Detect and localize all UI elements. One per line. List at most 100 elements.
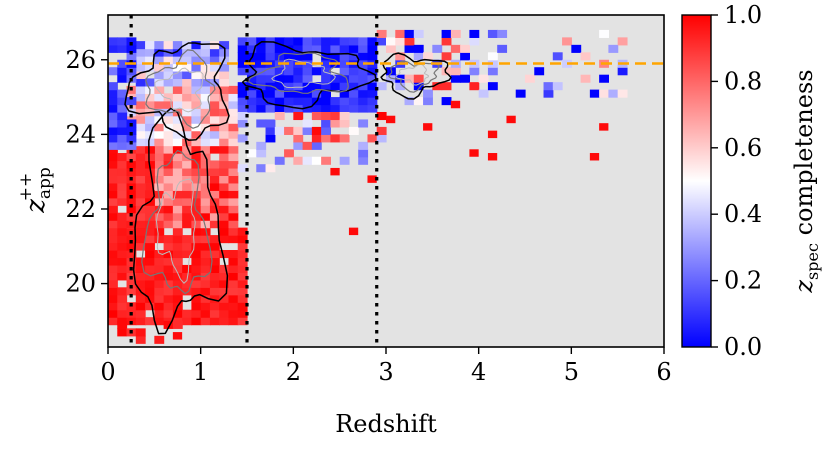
- heatmap-cell: [117, 74, 128, 83]
- heatmap-cell: [274, 111, 285, 121]
- heatmap-cell: [172, 220, 183, 229]
- heatmap-cell: [182, 235, 192, 244]
- heatmap-cell: [191, 309, 202, 318]
- heatmap-cell: [358, 156, 369, 165]
- heatmap-cell: [145, 287, 155, 296]
- heatmap-cell: [209, 287, 220, 296]
- heatmap-cell: [552, 52, 563, 61]
- heatmap-cell: [108, 250, 118, 259]
- heatmap-cell: [265, 104, 276, 113]
- heatmap-cell: [182, 205, 192, 214]
- colorbar-tick-label: 0.6: [724, 134, 762, 162]
- heatmap-cell: [247, 104, 257, 113]
- heatmap-cell: [172, 138, 183, 147]
- heatmap-cell: [311, 141, 322, 150]
- heatmap-cell: [219, 250, 230, 259]
- heatmap-cell: [228, 279, 239, 288]
- heatmap-cell: [228, 123, 239, 132]
- heatmap-cell: [256, 97, 267, 106]
- heatmap-cell: [135, 115, 146, 124]
- heatmap-cell: [367, 97, 378, 106]
- heatmap-cell: [163, 167, 174, 176]
- heatmap-cell: [339, 111, 350, 121]
- heatmap-cell: [265, 44, 276, 53]
- heatmap-cell: [469, 37, 480, 46]
- heatmap-cell: [191, 227, 202, 236]
- colorbar-label-base: z: [790, 280, 818, 294]
- heatmap-cell: [172, 235, 183, 244]
- heatmap-cell: [302, 82, 313, 91]
- heatmap-cell: [358, 149, 369, 158]
- heatmap-cell: [321, 119, 331, 128]
- heatmap-cell: [321, 52, 331, 61]
- heatmap-cell: [182, 182, 192, 191]
- heatmap-cell: [256, 44, 267, 53]
- heatmap-cell: [163, 264, 174, 273]
- heatmap-cell: [163, 93, 174, 102]
- heatmap-cell: [209, 317, 220, 326]
- heatmap-cell: [172, 153, 183, 162]
- heatmap-cell: [321, 111, 331, 121]
- heatmap-cell: [302, 37, 313, 46]
- heatmap-cell: [330, 97, 341, 106]
- heatmap-cell: [191, 56, 202, 65]
- contour-line: [395, 63, 429, 86]
- heatmap-cell: [321, 59, 331, 68]
- heatmap-cell: [589, 89, 600, 98]
- heatmap-cell: [386, 37, 396, 46]
- heatmap-cell: [608, 89, 619, 98]
- heatmap-cell: [599, 123, 609, 131]
- heatmap-cell: [145, 138, 155, 147]
- heatmap-cell: [154, 153, 165, 162]
- heatmap-cell: [339, 44, 350, 53]
- heatmap-cell: [154, 100, 165, 109]
- heatmap-cell: [302, 141, 313, 150]
- heatmap-cell: [154, 317, 165, 326]
- heatmap-cell: [163, 56, 174, 65]
- heatmap-cell: [358, 104, 369, 113]
- heatmap-cell: [330, 167, 340, 176]
- heatmap-cell: [163, 287, 174, 296]
- heatmap-cell: [237, 227, 248, 236]
- heatmap-cell: [172, 130, 183, 139]
- heatmap-cell: [191, 93, 202, 102]
- heatmap-cell: [108, 190, 118, 199]
- heatmap-cell: [432, 82, 443, 91]
- heatmap-cell: [126, 250, 137, 259]
- heatmap-cell: [182, 78, 192, 87]
- heatmap-cell: [311, 111, 322, 121]
- heatmap-cell: [163, 182, 174, 191]
- heatmap-cell: [219, 235, 230, 244]
- heatmap-cell: [441, 67, 452, 76]
- heatmap-cell: [172, 320, 183, 329]
- heatmap-cell: [117, 320, 128, 329]
- heatmap-cell: [172, 100, 183, 109]
- heatmap-cell: [293, 82, 304, 91]
- heatmap-cell: [135, 160, 146, 169]
- colorbar-tick-label: 0.0: [724, 333, 762, 361]
- heatmap-cell: [311, 104, 322, 113]
- heatmap-cell: [182, 153, 192, 162]
- heatmap-cell: [172, 264, 183, 273]
- heatmap-cell: [200, 197, 211, 206]
- heatmap-cell: [191, 242, 202, 251]
- heatmap-cell: [182, 309, 192, 318]
- heatmap-cell: [209, 257, 220, 266]
- heatmap-cell: [330, 82, 341, 91]
- heatmap-cell: [413, 52, 424, 61]
- heatmap-cell: [200, 115, 211, 124]
- heatmap-cell: [182, 242, 192, 251]
- heatmap-cell: [228, 93, 239, 102]
- heatmap-cell: [108, 264, 118, 273]
- heatmap-cell: [265, 134, 276, 143]
- heatmap-cell: [191, 115, 202, 124]
- heatmap-cell: [219, 309, 230, 318]
- heatmap-cell: [163, 242, 174, 251]
- heatmap-cell: [376, 37, 387, 46]
- heatmap-cell: [154, 130, 165, 139]
- heatmap-cell: [256, 141, 267, 150]
- heatmap-cell: [117, 264, 128, 273]
- x-tick-label: 5: [564, 358, 579, 386]
- heatmap-cell: [571, 44, 582, 53]
- heatmap-cell: [182, 85, 192, 94]
